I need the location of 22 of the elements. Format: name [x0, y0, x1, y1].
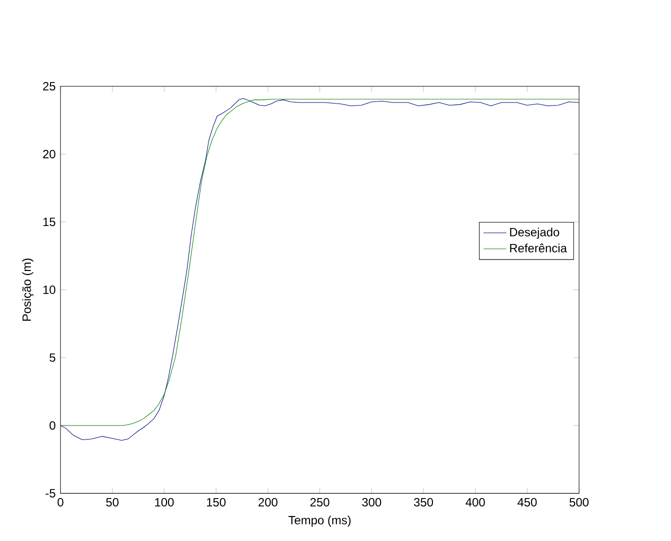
- y-tick-label: 10: [43, 286, 56, 294]
- y-tick-label: 20: [43, 150, 56, 159]
- legend-label: Desejado: [510, 228, 560, 239]
- y-axis-title: Posição (m): [22, 258, 34, 321]
- x-tick-label: 0: [58, 498, 64, 507]
- y-tick-label: 5: [50, 354, 56, 362]
- x-tick-label: 100: [155, 498, 174, 507]
- x-tick-label: 50: [106, 498, 119, 507]
- x-tick-label: 200: [258, 498, 278, 507]
- x-tick-label: 400: [466, 498, 485, 507]
- x-tick-label: 150: [207, 498, 226, 507]
- legend-label: Referência: [510, 244, 567, 253]
- x-tick-label: 250: [310, 498, 330, 507]
- y-tick-label: 0: [50, 421, 56, 430]
- x-tick-label: 450: [518, 498, 537, 507]
- x-tick-label: 350: [414, 498, 434, 507]
- x-tick-label: 300: [362, 498, 382, 507]
- y-tick-label: 25: [43, 82, 56, 91]
- y-tick-label: -5: [46, 489, 56, 498]
- x-axis-title: Tempo (ms): [288, 516, 351, 527]
- x-tick-label: 500: [570, 498, 589, 507]
- y-tick-label: 15: [43, 218, 56, 226]
